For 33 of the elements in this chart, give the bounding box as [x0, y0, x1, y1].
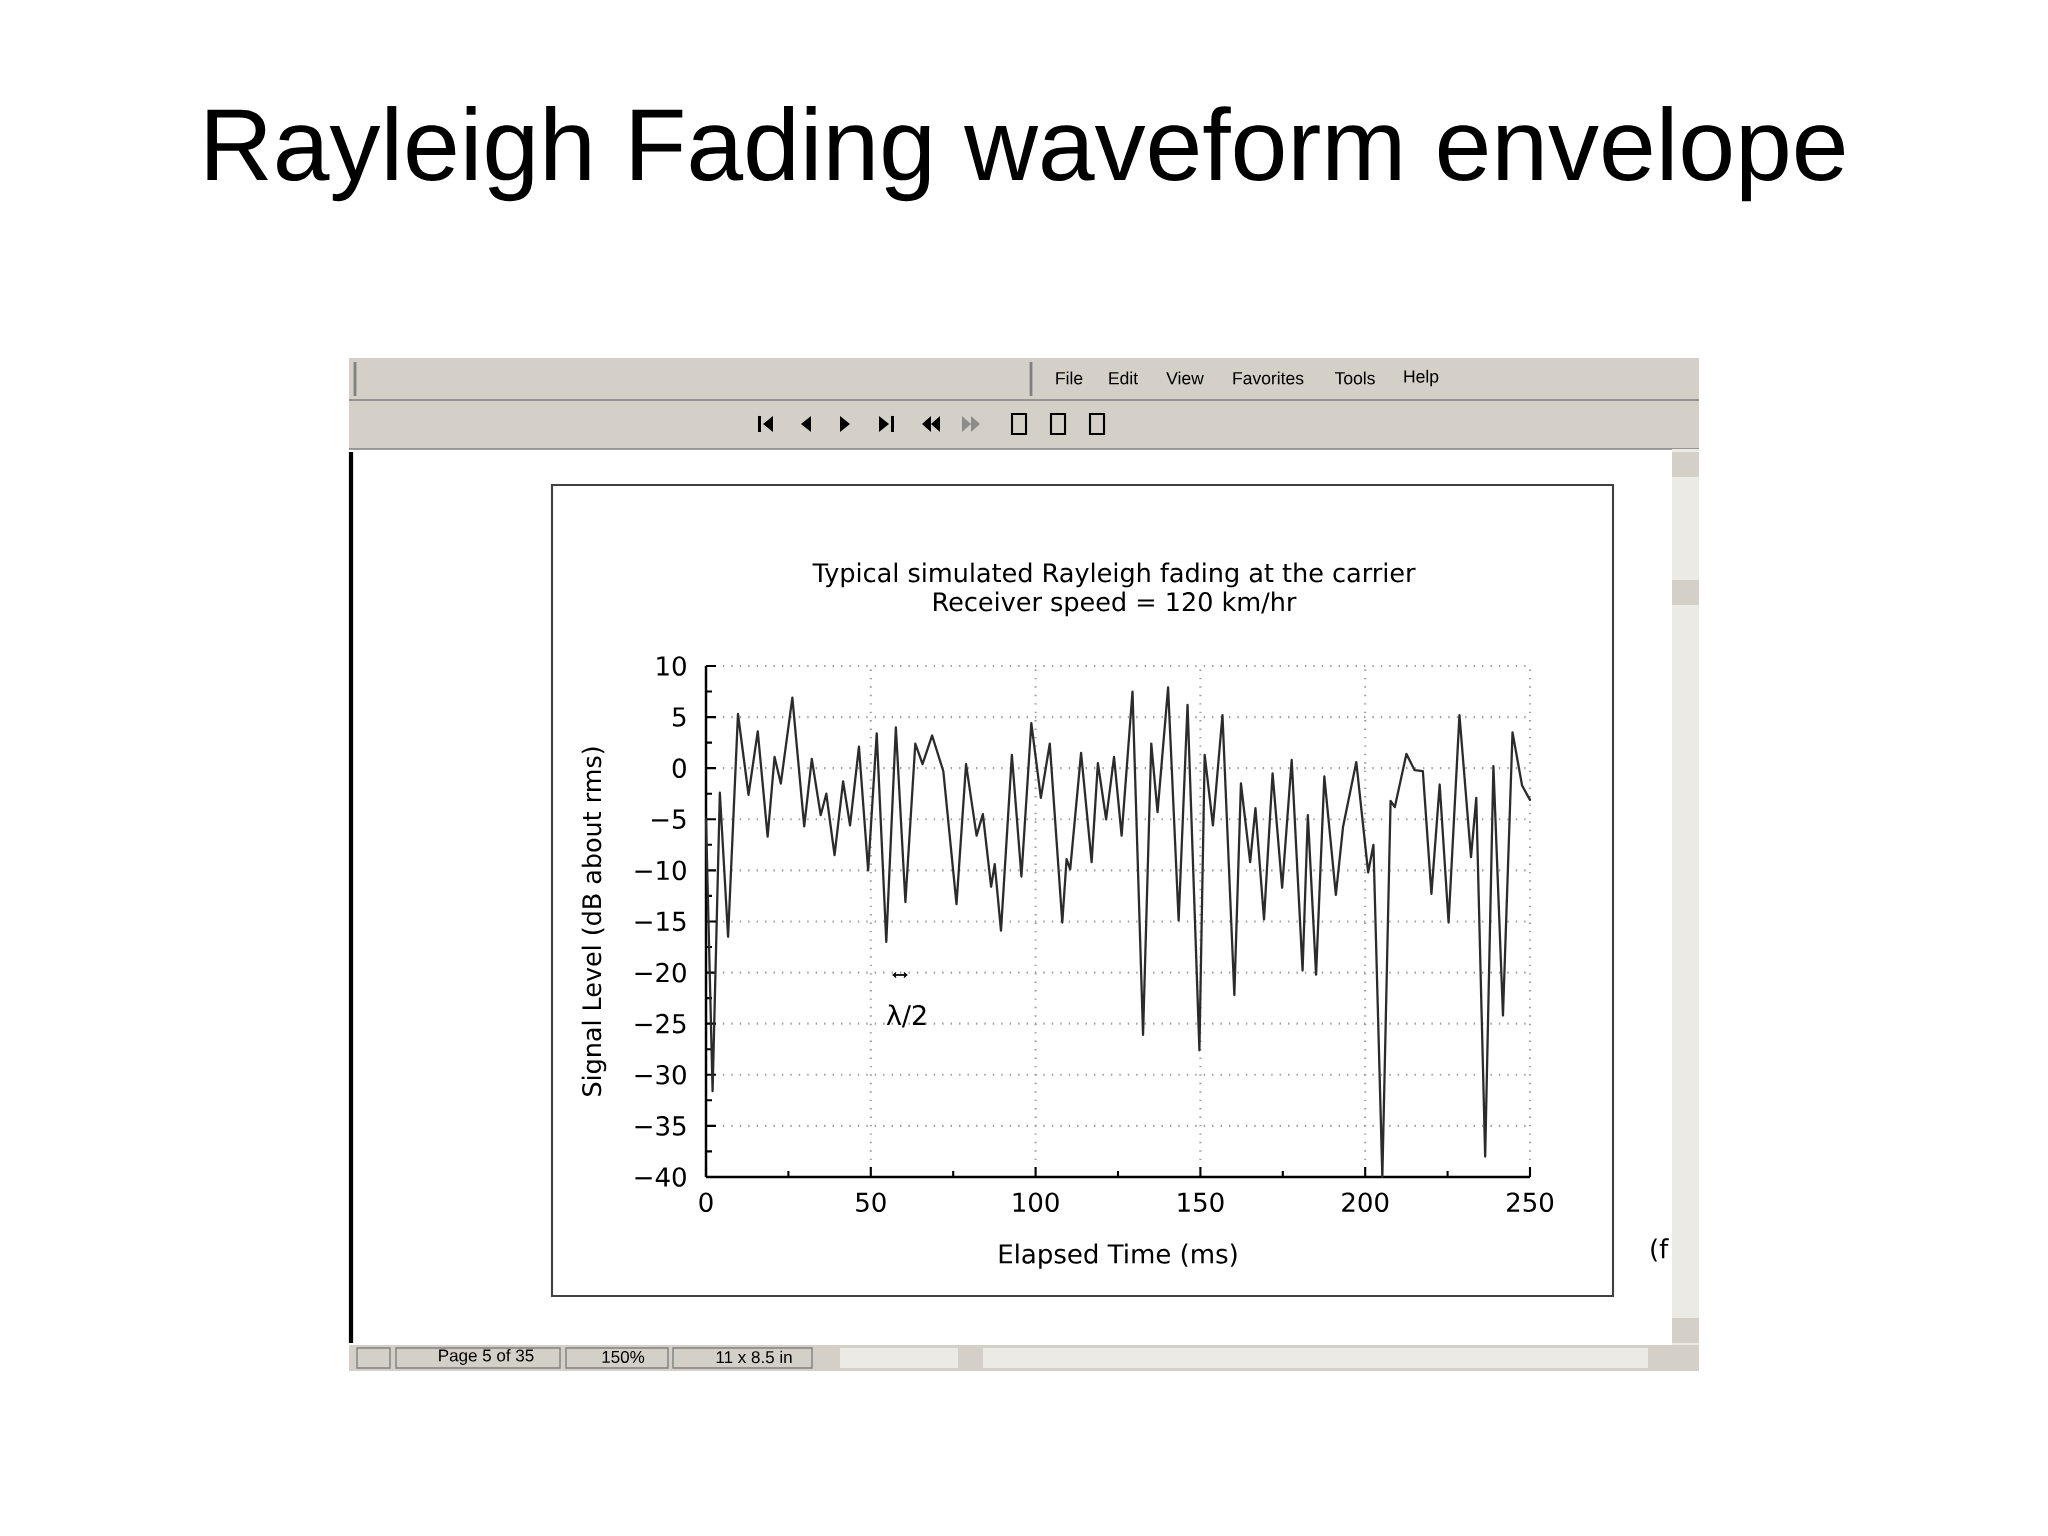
text: Edit [1109, 371, 1138, 385]
y-tick-label: −25 [635, 1013, 686, 1034]
text: Help [1404, 369, 1439, 387]
y-tick-label: −15 [635, 911, 686, 932]
x-tick-label: 100 [1013, 1192, 1059, 1213]
y-tick-label: −5 [652, 809, 686, 829]
y-tick-label: −10 [635, 860, 686, 881]
x-tick-label: 50 [856, 1192, 886, 1213]
y-tick-label: −40 [635, 1167, 686, 1187]
chart-title: Rayleigh Fading waveform envelope [207, 106, 1844, 202]
x-tick-label: 250 [1507, 1192, 1554, 1213]
annotation: λ/2 [886, 1004, 926, 1028]
text: Favorites [1233, 371, 1304, 385]
chart-subtitle: Typical simulated Rayleigh fading at the carrier [812, 562, 1416, 588]
text: Page 5 of 35 [439, 1349, 534, 1365]
text: (f [1651, 1238, 1669, 1262]
text: File [1056, 371, 1083, 385]
x-axis-title: Elapsed Time (ms) [999, 1243, 1237, 1269]
text: Receiver speed = 120 km/hr [934, 591, 1297, 617]
y-tick-label: −30 [635, 1064, 686, 1085]
x-tick-label: 0 [699, 1192, 713, 1213]
y-tick-label: 10 [657, 656, 686, 676]
x-tick-label: 200 [1342, 1192, 1389, 1213]
text: 150% [602, 1350, 645, 1364]
text: View [1166, 371, 1204, 385]
y-tick-label: −20 [635, 962, 686, 983]
y-tick-label: 0 [672, 758, 686, 779]
text: Tools [1334, 371, 1375, 385]
y-tick-label: −35 [635, 1116, 686, 1136]
y-tick-label: 5 [673, 707, 686, 727]
y-axis-title: Signal Level (dB about rms) [581, 747, 607, 1096]
x-tick-label: 150 [1178, 1192, 1224, 1213]
text: 11 x 8.5 in [716, 1350, 792, 1364]
